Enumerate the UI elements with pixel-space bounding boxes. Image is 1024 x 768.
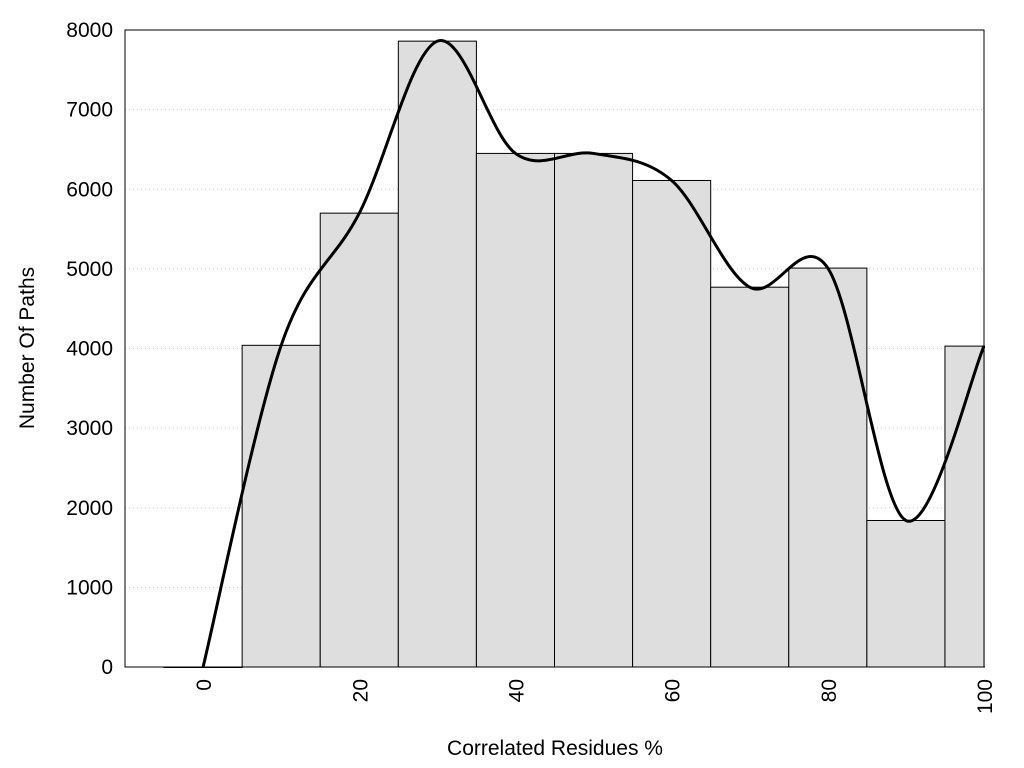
y-tick-label: 2000 — [66, 497, 113, 520]
x-tick-label: 60 — [662, 679, 685, 702]
bar — [475, 152, 555, 668]
x-tick-label: 0 — [193, 679, 216, 691]
y-tick-label: 3000 — [66, 417, 113, 440]
x-axis-label: Correlated Residues % — [447, 737, 663, 760]
plot-frame — [124, 29, 985, 668]
plot-area — [163, 39, 985, 668]
bar — [632, 179, 712, 668]
y-tick-label: 1000 — [66, 576, 113, 599]
bar — [710, 286, 790, 668]
y-tick-label: 6000 — [66, 178, 113, 201]
y-tick-label: 4000 — [66, 338, 113, 361]
bar — [866, 519, 946, 668]
x-tick-label: 100 — [974, 679, 997, 714]
y-tick-label: 5000 — [66, 258, 113, 281]
bar — [554, 152, 634, 668]
y-tick-label: 7000 — [66, 99, 113, 122]
bar — [397, 40, 477, 668]
y-axis-label: Number Of Paths — [16, 267, 39, 429]
y-tick-label: 8000 — [66, 19, 113, 42]
smooth-curve — [201, 39, 985, 668]
x-tick-label: 40 — [505, 679, 528, 702]
bar — [319, 212, 399, 668]
x-tick-label: 20 — [349, 679, 372, 702]
x-tick-label: 80 — [818, 679, 841, 702]
bar — [788, 267, 868, 668]
y-tick-label: 0 — [101, 656, 113, 679]
bar — [241, 344, 321, 668]
